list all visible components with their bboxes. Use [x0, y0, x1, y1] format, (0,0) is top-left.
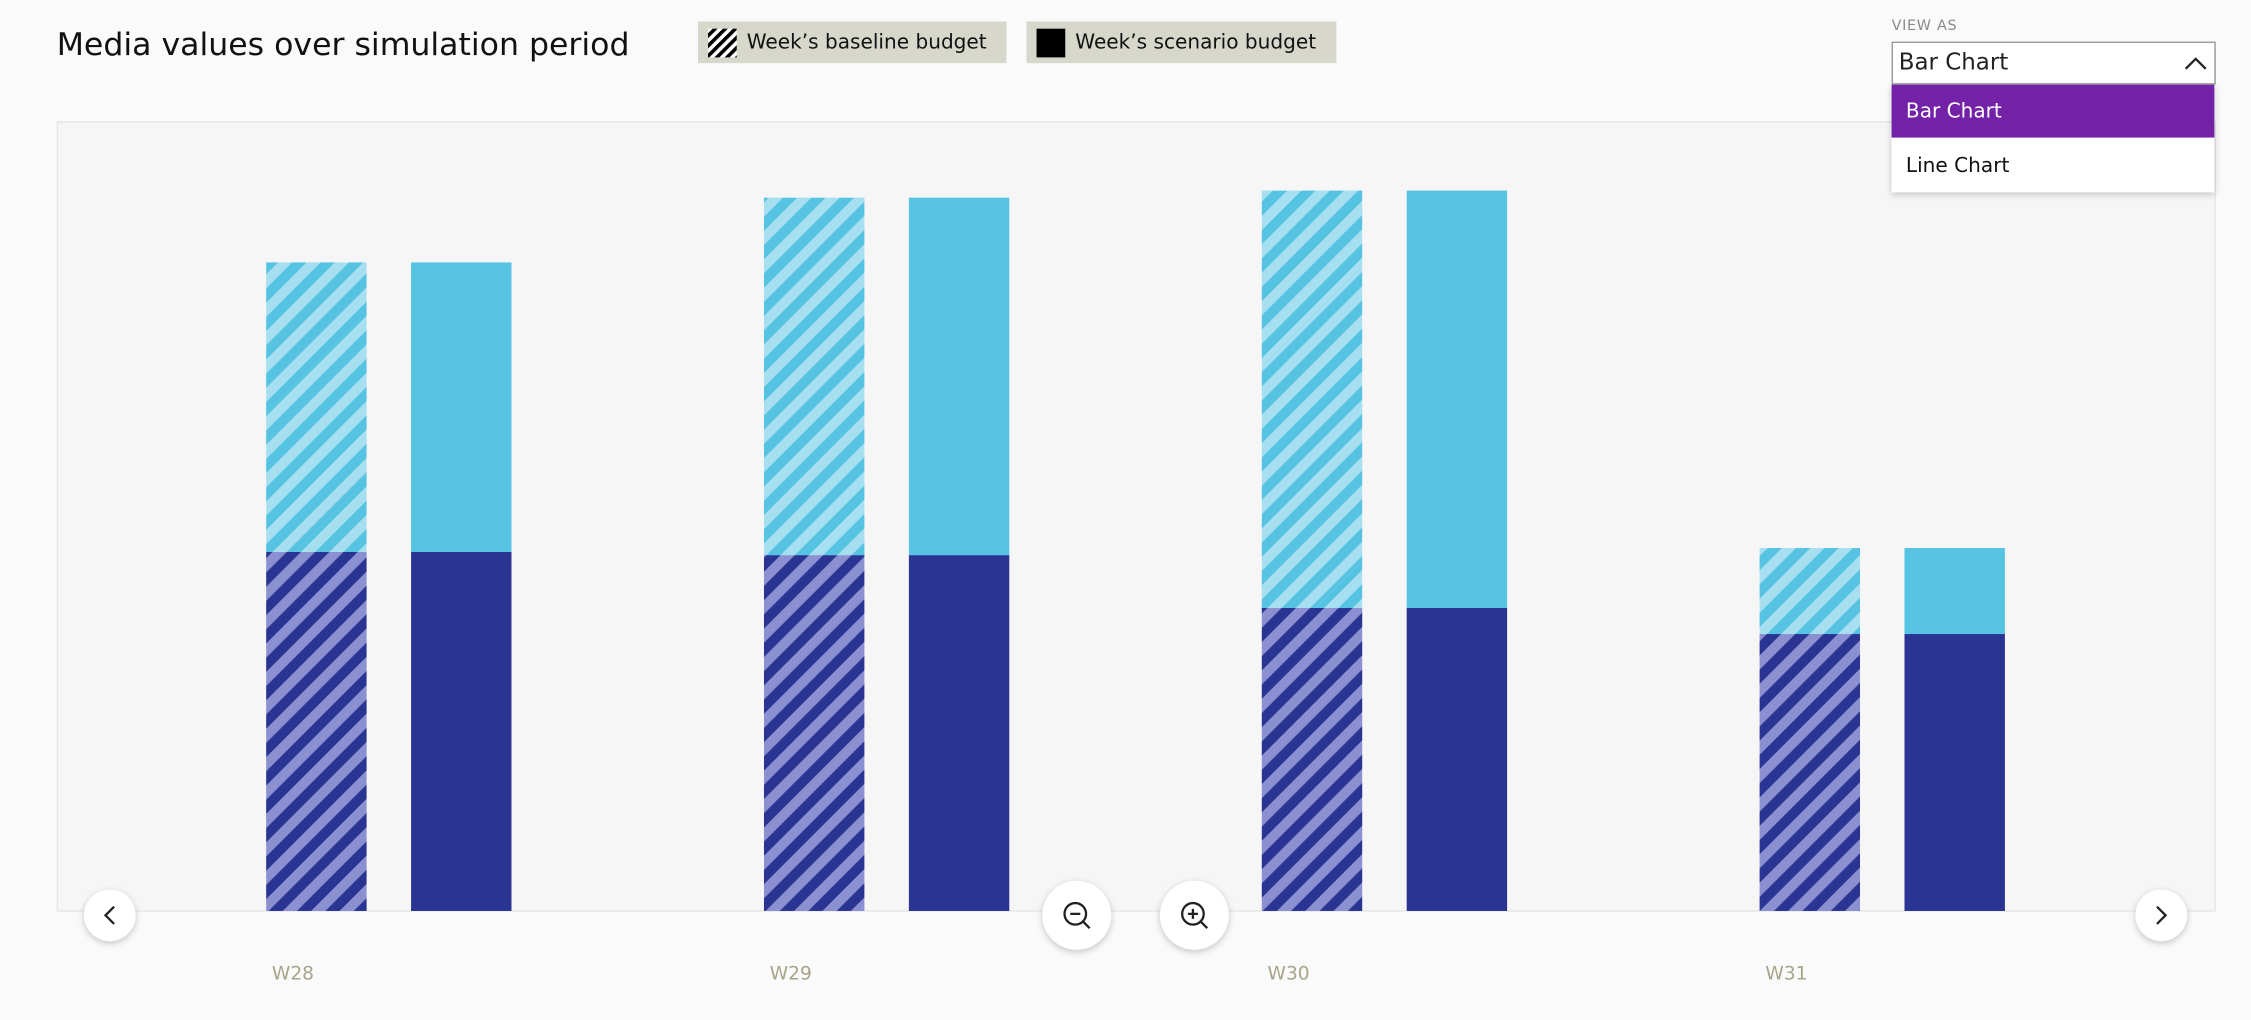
bar-segment — [763, 555, 865, 911]
chevron-right — [2156, 905, 2168, 925]
bar-segment — [763, 197, 865, 556]
chevron-left — [103, 905, 115, 925]
dropdown-option[interactable]: Bar Chart — [1891, 84, 2215, 138]
dropdown-box[interactable] — [1891, 41, 2216, 85]
button-circle[interactable] — [2135, 889, 2188, 942]
zoom-in-button[interactable] — [1159, 880, 1229, 950]
legend-swatch — [708, 28, 737, 58]
option-label: Bar Chart — [1906, 98, 2002, 122]
next-button[interactable] — [2135, 889, 2188, 942]
bar-segment — [1261, 190, 1363, 608]
prev-button[interactable] — [83, 889, 136, 942]
bar-segment — [411, 551, 512, 911]
legend-label: Week’s baseline budget — [747, 30, 987, 54]
view-as-dropdown: VIEW AS Bar Chart Bar Chart Line Chart — [1891, 18, 2216, 193]
x-tick-label: W30 — [1268, 964, 1310, 985]
legend-label: Week’s scenario budget — [1075, 30, 1316, 54]
bar-segment — [1406, 607, 1508, 911]
legend-swatch — [1036, 28, 1066, 58]
legend-box — [697, 21, 1007, 64]
x-tick-label: W29 — [770, 964, 812, 985]
bar-segment — [908, 197, 1010, 556]
plot-area — [56, 121, 2216, 912]
bar-segment — [1759, 548, 1861, 635]
legend-box — [1026, 21, 1337, 64]
bars — [266, 190, 2005, 911]
bar-segment — [411, 262, 512, 552]
bar-segment — [1904, 634, 2005, 911]
option-label: Line Chart — [1906, 153, 2010, 177]
magnifier-minus — [1070, 912, 1091, 929]
bar-segment — [266, 551, 367, 911]
bar-segment — [1759, 634, 1861, 911]
button-circle[interactable] — [1159, 880, 1229, 950]
dropdown-option[interactable]: Line Chart — [1891, 137, 2215, 193]
bar-segment — [1406, 190, 1508, 608]
button-circle[interactable] — [83, 889, 136, 942]
option-highlight[interactable] — [1891, 84, 2215, 138]
x-tick-label: W28 — [272, 964, 314, 985]
magnifier — [1181, 901, 1205, 926]
option-background[interactable] — [1891, 137, 2215, 193]
dropdown-value: Bar Chart — [1899, 50, 2009, 76]
magnifier — [1063, 901, 1088, 926]
x-tick-label: W31 — [1765, 964, 1807, 985]
bar-segment — [266, 262, 367, 552]
legend-item: Week’s baseline budget — [697, 21, 1007, 64]
dropdown-toggle[interactable]: Bar Chart — [1891, 41, 2216, 85]
bar-segment — [1261, 607, 1363, 911]
zoom-out-button[interactable] — [1042, 880, 1112, 950]
bar-segment — [1904, 548, 2005, 635]
button-circle[interactable] — [1042, 880, 1112, 950]
magnifier-plus — [1187, 908, 1209, 929]
dropdown-label: VIEW AS — [1892, 18, 1958, 34]
chevron-up — [2184, 57, 2207, 70]
x-axis: W28 W29 W30 W31 — [272, 964, 1808, 985]
bar-segment — [908, 555, 1010, 911]
chart-title: Media values over simulation period — [57, 27, 630, 63]
legend-item: Week’s scenario budget — [1026, 21, 1337, 64]
